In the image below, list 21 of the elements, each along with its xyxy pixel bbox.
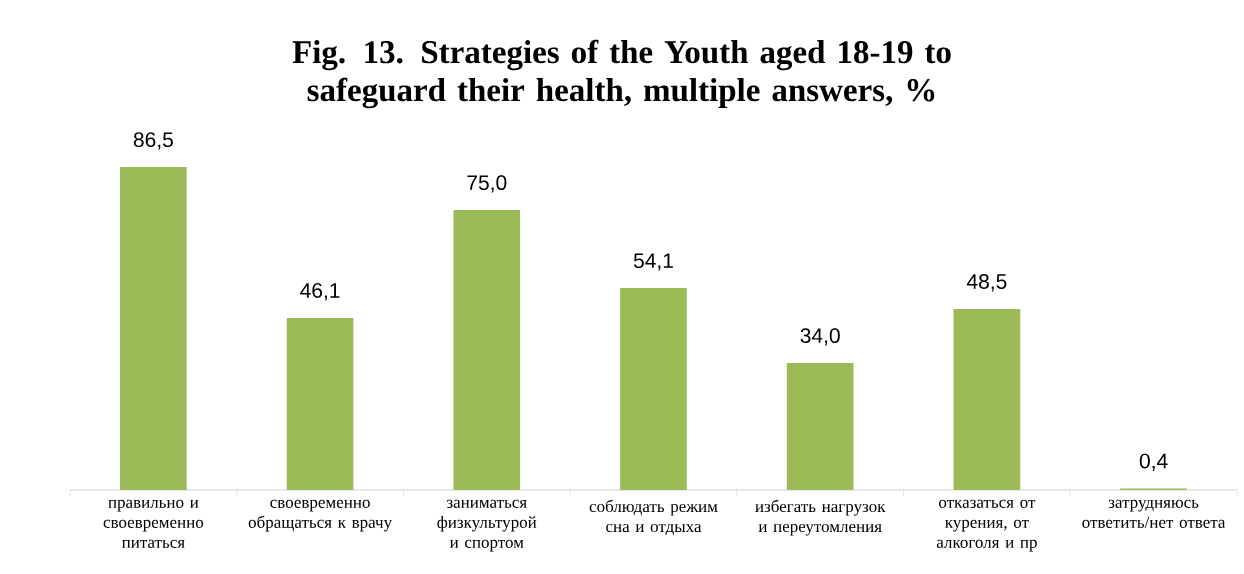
bar: [953, 308, 1021, 490]
bar: [786, 363, 854, 490]
bar: [120, 167, 187, 490]
x-tick-label: своевременно обращаться к врачу: [248, 499, 393, 532]
x-tick-label: отказаться от курения, от алкоголя и пр: [936, 499, 1037, 552]
x-tick-label: соблюдать режим сна и отдыха: [589, 499, 718, 536]
bar: [620, 288, 687, 490]
data-label: 46,1: [300, 283, 340, 301]
x-tick-label: заниматься физкультурой и спортом: [437, 499, 537, 552]
data-label: 0,4: [1139, 453, 1168, 471]
x-tick-label: избегать нагрузок и переутомления: [755, 499, 886, 536]
chart-title: Fig. 13. Strategies of the Youth aged 18-19 to safeguard their health, multiple answers, %: [292, 39, 951, 109]
x-tick-label: правильно и своевременно питаться: [103, 499, 204, 548]
data-label: 48,5: [966, 274, 1007, 292]
data-label: 34,0: [800, 328, 840, 346]
data-label: 54,1: [633, 253, 673, 271]
bar: [286, 317, 354, 490]
x-tick-label: затрудняюсь ответить/нет ответа: [1082, 499, 1226, 528]
data-label: 75,0: [467, 175, 507, 193]
bar: [453, 210, 521, 490]
data-label: 86,5: [133, 132, 173, 150]
